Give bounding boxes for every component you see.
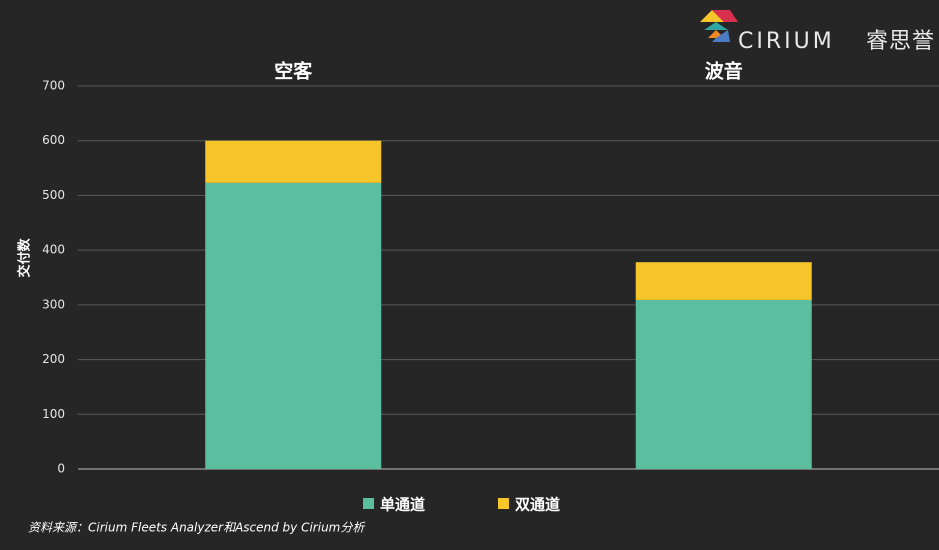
bar-segment xyxy=(205,140,382,183)
legend-swatch xyxy=(363,498,374,509)
bar-segment xyxy=(635,299,812,469)
legend-swatch xyxy=(498,498,509,509)
y-tick-label: 100 xyxy=(42,407,65,421)
logo-mark xyxy=(700,10,738,42)
legend-label: 双通道 xyxy=(515,496,560,514)
y-tick-label: 300 xyxy=(42,297,65,311)
y-tick-label: 500 xyxy=(42,188,65,202)
y-tick-label: 200 xyxy=(42,352,65,366)
logo-text: CIRIUM xyxy=(738,29,835,54)
y-tick-label: 400 xyxy=(42,243,65,257)
source: 资料来源：Cirium Fleets Analyzer和Ascend by Ci… xyxy=(28,521,366,535)
y-tick-label: 0 xyxy=(57,462,65,476)
y-tick-label: 700 xyxy=(42,79,65,93)
category-label: 空客 xyxy=(274,60,313,83)
bar-segment xyxy=(205,182,382,469)
y-tick-label: 600 xyxy=(42,133,65,147)
category-label: 波音 xyxy=(705,60,743,83)
legend-label: 单通道 xyxy=(380,496,425,514)
y-axis-label: 交付数 xyxy=(17,238,33,278)
bar-segment xyxy=(635,262,812,300)
logo-text-cn: 睿思誉 xyxy=(866,29,935,54)
